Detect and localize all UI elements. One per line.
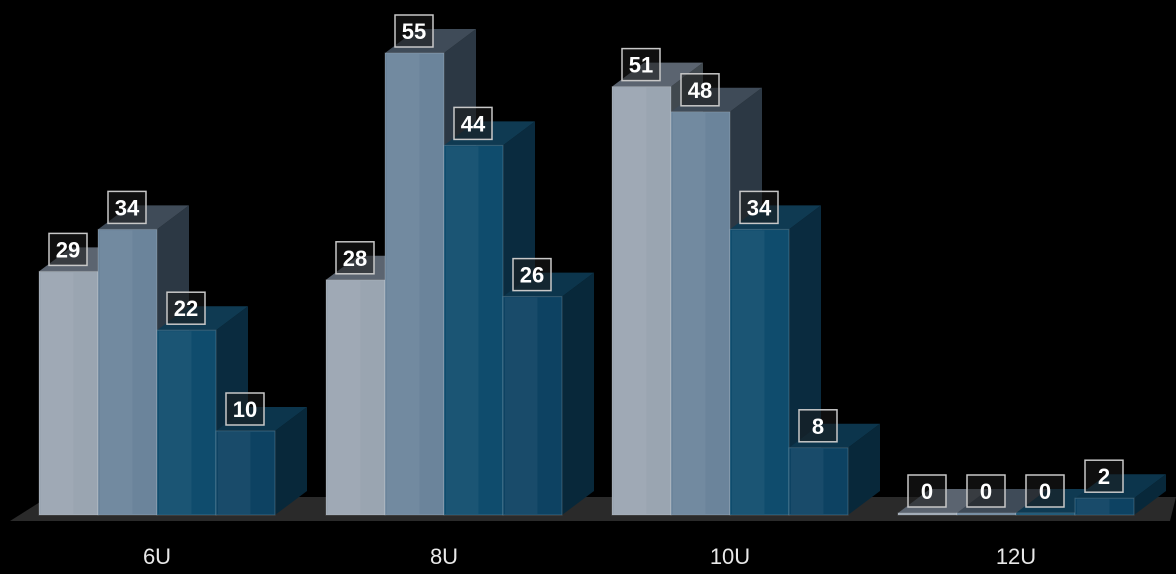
- bar-highlight: [614, 87, 647, 514]
- data-label: 0: [907, 474, 947, 508]
- data-label-box: [798, 409, 838, 443]
- chart-floor: [10, 497, 1176, 521]
- data-label: 44: [453, 106, 493, 141]
- category-label: 10U: [710, 544, 750, 569]
- data-label: 0: [1025, 474, 1065, 508]
- bar-highlight: [446, 146, 479, 514]
- data-label: 55: [394, 14, 434, 48]
- bar-side: [562, 272, 594, 515]
- data-label-text: 34: [747, 195, 772, 220]
- data-label-text: 0: [921, 479, 933, 504]
- data-label-box: [335, 241, 375, 275]
- data-label-text: 55: [402, 19, 426, 44]
- data-label-box: [680, 73, 720, 107]
- data-label-box: [512, 257, 552, 292]
- data-label-box: [966, 474, 1006, 508]
- data-label: 8: [798, 409, 838, 443]
- bar-front: [729, 228, 790, 516]
- data-label-box: [907, 474, 947, 508]
- data-label-text: 2: [1098, 464, 1110, 489]
- bar-highlight: [732, 230, 765, 514]
- bar-highlight: [218, 432, 251, 514]
- data-label-box: [453, 106, 493, 141]
- bar-highlight: [159, 331, 192, 514]
- data-label-text: 22: [174, 296, 198, 321]
- data-label-text: 34: [115, 195, 140, 220]
- bar-front: [156, 329, 217, 516]
- data-label-text: 10: [233, 397, 257, 422]
- bar-highlight: [1077, 499, 1110, 514]
- data-label-box: [107, 190, 147, 225]
- category-label: 8U: [430, 544, 458, 569]
- data-label: 48: [680, 73, 720, 107]
- bar-front: [788, 447, 849, 516]
- data-label-text: 29: [56, 237, 80, 262]
- data-label-box: [394, 14, 434, 48]
- data-label-box: [48, 232, 88, 267]
- data-label-text: 51: [629, 53, 653, 78]
- category-label: 12U: [996, 544, 1036, 569]
- data-label-box: [1084, 459, 1124, 493]
- bar-front: [384, 52, 445, 516]
- bar-side: [1134, 474, 1166, 515]
- bar-front: [443, 144, 504, 516]
- bar-highlight: [100, 230, 133, 514]
- bar-front: [670, 111, 731, 516]
- data-label-text: 26: [520, 263, 544, 288]
- bar-highlight: [791, 448, 824, 514]
- floor-plane: [10, 497, 1176, 521]
- data-label-box: [166, 291, 206, 325]
- bar-front: [1015, 512, 1076, 516]
- data-label: 34: [107, 190, 147, 225]
- bar-highlight: [328, 280, 361, 514]
- data-label-text: 44: [461, 111, 486, 136]
- bar-highlight: [387, 54, 420, 514]
- data-label-text: 8: [812, 414, 824, 439]
- data-label-text: 28: [343, 246, 367, 271]
- bar-front: [611, 86, 672, 516]
- bars: [38, 29, 1166, 516]
- data-label: 2: [1084, 459, 1124, 493]
- bar-front: [956, 512, 1017, 516]
- bar: [502, 272, 594, 516]
- bar-side: [275, 407, 307, 515]
- category-label: 6U: [143, 544, 171, 569]
- data-labels: 29 34 22 10 28 55 44 26 51 48 34 8 0 0 0 2: [48, 14, 1124, 508]
- data-label: 34: [739, 190, 779, 225]
- bar-highlight: [41, 272, 74, 514]
- bar-highlight: [505, 297, 538, 514]
- bar-front: [97, 228, 158, 516]
- bar-front: [325, 279, 386, 516]
- data-label: 28: [335, 241, 375, 275]
- data-label-box: [621, 47, 661, 82]
- bar-front: [897, 512, 958, 516]
- bar-side: [848, 423, 880, 515]
- bar-highlight: [673, 112, 706, 515]
- data-label-text: 0: [1039, 479, 1051, 504]
- bar-front: [502, 296, 563, 516]
- data-label-box: [739, 190, 779, 225]
- bar: [729, 205, 821, 516]
- data-label: 51: [621, 47, 661, 82]
- data-label-text: 48: [688, 78, 712, 103]
- bar-front: [38, 270, 99, 516]
- data-label: 22: [166, 291, 206, 325]
- bar-front: [215, 430, 276, 516]
- category-labels: 6U 8U 10U 12U: [143, 544, 1036, 569]
- data-label: 26: [512, 257, 552, 292]
- data-label: 10: [225, 392, 265, 426]
- data-label: 0: [966, 474, 1006, 508]
- data-label-box: [1025, 474, 1065, 508]
- data-label-box: [225, 392, 265, 426]
- data-label: 29: [48, 232, 88, 267]
- data-label-text: 0: [980, 479, 992, 504]
- bar-front: [1074, 497, 1135, 516]
